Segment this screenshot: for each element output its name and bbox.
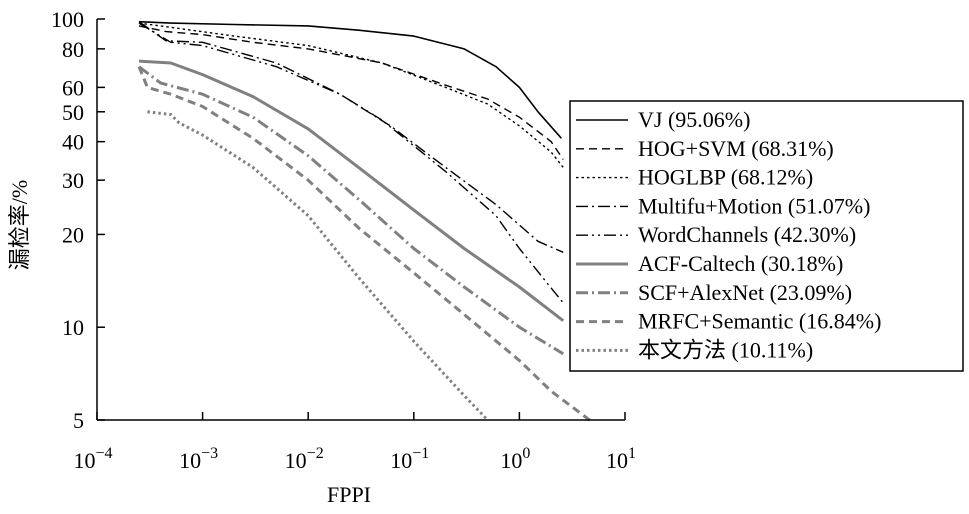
y-tick-label: 30 [62,168,84,193]
legend-label: VJ (95.06%) [638,107,750,132]
legend-label: 本文方法 (10.11%) [638,337,813,362]
series-line-8 [137,66,595,423]
legend-label: HOGLBP (68.12%) [638,165,813,190]
series-line-4 [138,21,564,253]
y-tick-label: 100 [51,7,84,32]
y-tick-label: 60 [62,75,84,100]
x-tick-label: 10−2 [285,445,324,473]
x-tick-label: 10−4 [73,445,112,473]
series-line-7 [138,65,564,356]
legend-label: WordChannels (42.30%) [638,222,856,247]
legend-label: HOG+SVM (68.31%) [638,136,834,161]
x-tick-label: 10−3 [179,445,218,473]
x-axis-ticks: 10−4 10−3 10−2 10−1 100 101 [73,412,636,473]
legend-label: SCF+AlexNet (23.09%) [638,280,852,305]
y-tick-label: 10 [62,315,84,340]
y-tick-label: 50 [62,100,84,125]
series-line-2 [138,25,564,160]
series-line-6 [138,59,565,322]
legend: VJ (95.06%) HOG+SVM (68.31%) HOGLBP (68.12… [569,100,964,372]
legend-label: MRFC+Semantic (16.84%) [638,309,881,334]
series-line-5 [138,22,564,304]
y-axis-title: 漏检率/% [7,180,32,270]
series-line-3 [138,22,564,168]
x-tick-label: 101 [606,445,636,473]
x-tick-label: 10−1 [390,445,429,473]
series-line-1 [138,20,562,139]
x-tick-label: 100 [500,445,530,473]
series-line-9 [147,110,489,422]
legend-label: ACF-Caltech (30.18%) [638,251,843,276]
y-tick-label: 40 [62,130,84,155]
legend-label: Multifu+Motion (51.07%) [638,193,870,218]
y-tick-label: 80 [62,37,84,62]
series-layer [137,20,595,423]
legend-box [569,100,964,372]
y-tick-label: 5 [73,408,84,433]
y-tick-label: 20 [62,222,84,247]
x-axis-title: FPPI [327,482,371,507]
